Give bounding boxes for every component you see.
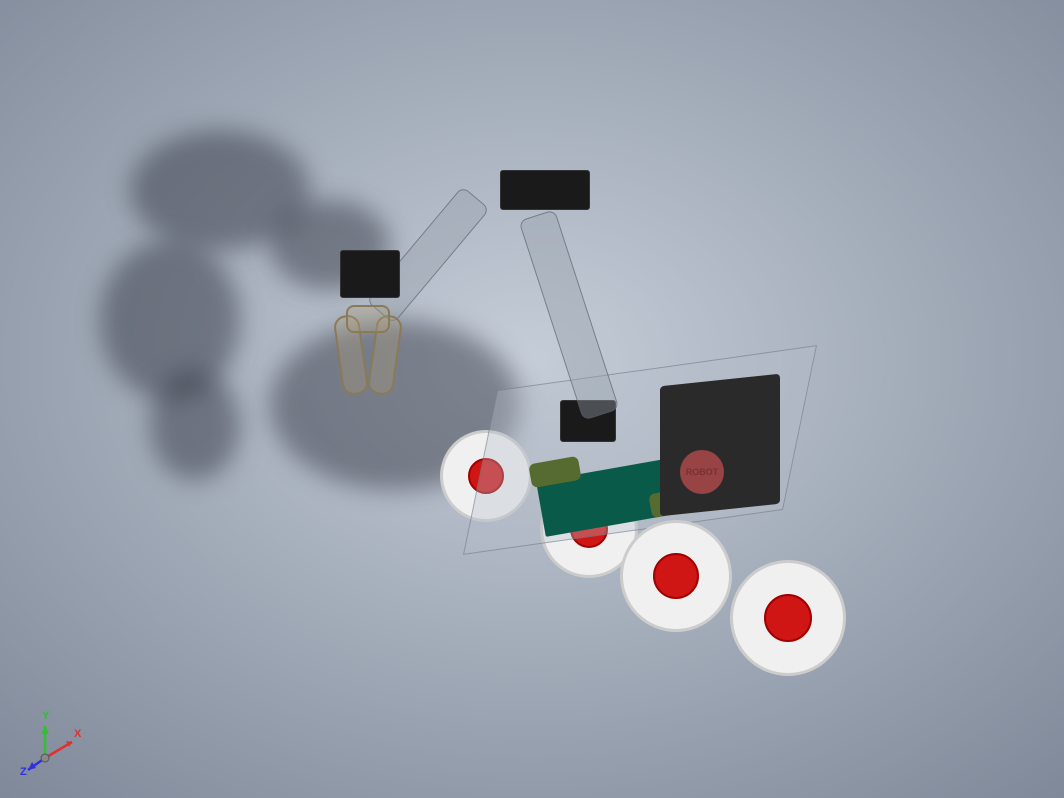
robot-badge: ROBOT	[680, 450, 724, 494]
gripper-palm	[346, 305, 390, 333]
model-render-area[interactable]: ROBOT	[0, 0, 1064, 798]
arm-joint-2-servo	[340, 250, 400, 298]
wheel-rear-right	[620, 520, 732, 632]
wheel-front-right	[730, 560, 846, 676]
axis-label-x: X	[74, 728, 81, 740]
badge-label: ROBOT	[686, 468, 719, 477]
coordinate-triad[interactable]: X Y Z	[20, 708, 90, 778]
battery-pack	[660, 374, 780, 517]
axis-label-z: Z	[20, 766, 27, 778]
gripper-assembly	[330, 305, 420, 425]
cad-viewport[interactable]: ROBOT	[0, 0, 1064, 798]
arm-joint-1-servo	[500, 170, 590, 210]
robot-model[interactable]: ROBOT	[280, 140, 880, 660]
triad-svg	[20, 708, 90, 778]
axis-label-y: Y	[42, 710, 49, 722]
